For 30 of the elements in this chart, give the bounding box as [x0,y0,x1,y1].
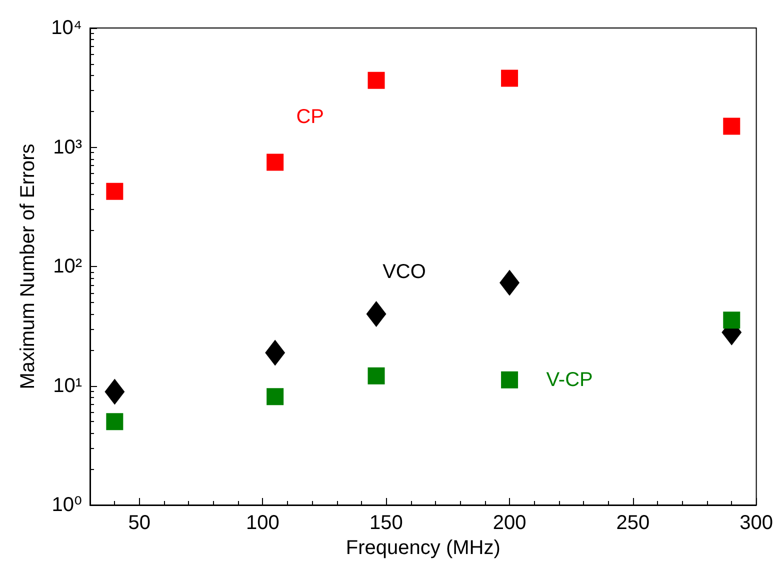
x-tick-label: 50 [128,512,150,534]
x-tick-label: 100 [246,512,280,534]
point [501,70,518,87]
point [265,340,286,366]
y-tick-label: 10⁴ [51,17,82,39]
y-tick-label: 10² [53,256,82,278]
y-axis-title: Maximum Number of Errors [17,144,39,390]
x-tick-label: 200 [492,512,526,534]
point [104,378,125,405]
series-label: VCO [382,260,426,283]
x-tick-label: 250 [616,512,650,534]
point [106,413,124,430]
point [266,388,284,406]
x-tick-label: 300 [740,512,774,534]
series-label: CP [296,106,324,128]
point [266,154,284,171]
point [368,72,385,89]
y-tick-label: 10³ [53,136,82,158]
y-tick-label: 10⁰ [52,494,82,516]
point [366,300,386,327]
point [501,371,518,388]
point [106,182,124,200]
point [723,312,740,329]
x-tick-label: 150 [369,512,403,534]
series-label: V-CP [546,368,593,391]
point [500,270,520,296]
x-axis-title: Frequency (MHz) [346,536,500,559]
point [368,367,385,384]
point [723,118,740,135]
y-tick-label: 10¹ [53,374,82,397]
